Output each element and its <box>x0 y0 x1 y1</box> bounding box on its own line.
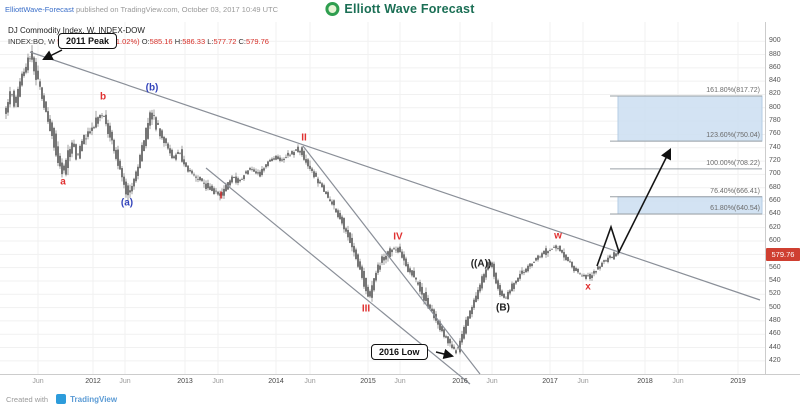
callout-2016-low: 2016 Low <box>371 344 428 360</box>
legend-ohlc-part: C: <box>238 37 247 46</box>
header: ElliottWave-Forecast published on Tradin… <box>0 0 800 22</box>
elliott-wave-forecast-logo-icon <box>325 2 340 16</box>
legend-ohlc-part: 586.33 <box>182 37 208 46</box>
legend-title: DJ Commodity Index, W, INDEX-DOW <box>8 26 145 35</box>
trendline <box>29 51 761 301</box>
legend-ohlc-part: L: <box>207 37 214 46</box>
brand-name: Elliott Wave Forecast <box>344 2 475 16</box>
legend-ohlc-part: O: <box>141 37 150 46</box>
legend-ohlc-part: INDEX:BO, W <box>8 37 58 46</box>
footer: Created with TradingView <box>0 390 800 408</box>
tradingview-brand-link[interactable]: TradingView <box>70 394 118 404</box>
projection-arrow <box>596 147 672 267</box>
tradingview-logo-icon <box>56 394 67 404</box>
last-price-badge: 579.76 <box>766 247 800 261</box>
legend-ohlc-part: 579.76 <box>246 37 269 46</box>
brand: Elliott Wave Forecast <box>325 2 474 16</box>
callout-arrow <box>42 49 63 60</box>
candles <box>5 45 619 355</box>
created-with-text: Created with <box>6 394 49 404</box>
callout-arrow <box>435 348 455 360</box>
callout-2011-peak: 2011 Peak <box>58 33 118 49</box>
legend-ohlc-part: 585.16 <box>149 37 175 46</box>
legend-ohlc-part: 577.72 <box>213 37 239 46</box>
legend-ohlc-part: H: <box>174 37 183 46</box>
publisher-link[interactable]: ElliottWave-Forecast <box>5 5 74 14</box>
target-zone <box>617 95 763 142</box>
trendline <box>205 167 471 385</box>
published-text: published on TradingView.com, October 03… <box>73 5 279 14</box>
legend-ohlc: INDEX:BO, W 579.76 ▼ -5.97 (-1.02%) O:58… <box>8 37 269 46</box>
fib-lines <box>610 95 762 215</box>
trendline <box>302 145 481 375</box>
publish-info: ElliottWave-Forecast published on Tradin… <box>5 5 278 14</box>
